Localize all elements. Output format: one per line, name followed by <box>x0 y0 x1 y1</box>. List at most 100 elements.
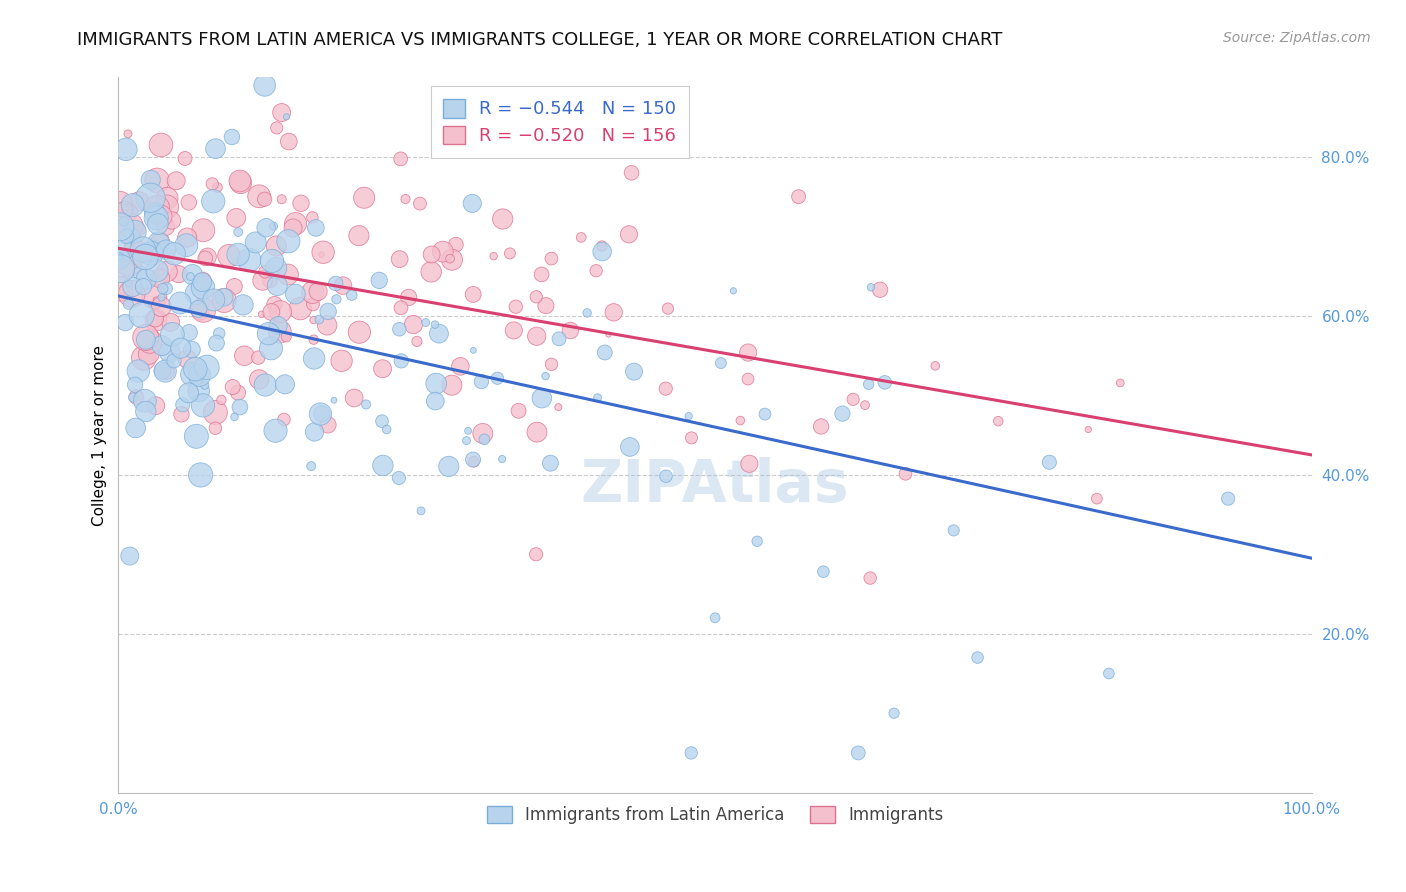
Point <box>149 235 172 249</box>
Point <box>299 459 322 474</box>
Point <box>145 313 167 327</box>
Point <box>389 354 412 368</box>
Point <box>184 362 207 376</box>
Point <box>191 398 214 412</box>
Point <box>146 217 169 231</box>
Point <box>491 452 513 467</box>
Point <box>114 202 136 217</box>
Point <box>190 304 212 318</box>
Point <box>375 422 398 436</box>
Point <box>354 397 377 411</box>
Point <box>530 268 553 282</box>
Point <box>402 318 425 332</box>
Point <box>420 265 443 279</box>
Point <box>169 296 191 310</box>
Point <box>191 274 214 288</box>
Point <box>471 426 494 441</box>
Point <box>263 297 285 311</box>
Point <box>150 291 173 305</box>
Point <box>846 746 869 760</box>
Point <box>586 391 609 405</box>
Point <box>155 364 177 378</box>
Point <box>353 191 375 205</box>
Point <box>398 290 420 304</box>
Point <box>457 424 479 438</box>
Point <box>678 409 700 424</box>
Point <box>128 194 150 209</box>
Point <box>194 252 217 266</box>
Point <box>150 338 173 352</box>
Point <box>591 239 613 253</box>
Point <box>406 334 429 349</box>
Point <box>139 246 162 260</box>
Point <box>224 409 246 424</box>
Point <box>371 458 394 473</box>
Point <box>325 293 347 307</box>
Point <box>110 282 132 296</box>
Point <box>252 273 274 287</box>
Point <box>754 407 776 421</box>
Point <box>987 414 1010 428</box>
Point <box>118 256 141 270</box>
Point <box>163 353 186 368</box>
Point <box>266 239 288 253</box>
Point <box>440 252 463 267</box>
Point <box>208 326 231 341</box>
Point <box>738 457 761 471</box>
Point <box>124 377 146 392</box>
Point <box>534 369 557 384</box>
Point <box>302 313 325 327</box>
Point <box>681 746 703 760</box>
Point <box>1085 491 1108 506</box>
Point <box>311 407 333 421</box>
Point <box>325 277 347 291</box>
Legend: Immigrants from Latin America, Immigrants: Immigrants from Latin America, Immigrant… <box>477 797 953 834</box>
Point <box>681 431 703 445</box>
Point <box>139 334 162 349</box>
Point <box>470 375 492 389</box>
Point <box>330 353 353 368</box>
Point <box>273 412 295 426</box>
Point <box>463 287 485 301</box>
Point <box>121 235 143 249</box>
Point <box>120 219 142 233</box>
Point <box>118 549 141 563</box>
Point <box>260 342 283 356</box>
Point <box>284 287 307 301</box>
Point <box>218 249 240 263</box>
Point <box>266 278 288 293</box>
Point <box>194 378 217 392</box>
Point <box>204 405 226 419</box>
Point <box>207 180 229 194</box>
Point <box>143 311 166 326</box>
Point <box>148 235 170 250</box>
Point <box>305 220 328 235</box>
Point <box>423 318 446 332</box>
Point <box>125 245 148 260</box>
Point <box>170 407 193 421</box>
Point <box>617 227 640 242</box>
Point <box>177 195 200 210</box>
Point <box>253 192 276 206</box>
Point <box>132 279 155 293</box>
Point <box>277 234 299 248</box>
Point <box>267 318 290 333</box>
Point <box>225 211 247 225</box>
Point <box>312 245 335 260</box>
Point <box>110 261 132 276</box>
Point <box>409 504 432 518</box>
Point <box>524 290 547 304</box>
Point <box>787 189 810 203</box>
Point <box>179 269 201 284</box>
Point <box>253 191 276 205</box>
Point <box>202 194 225 209</box>
Point <box>129 266 152 280</box>
Point <box>176 238 198 252</box>
Point <box>623 365 645 379</box>
Point <box>461 452 484 467</box>
Point <box>165 174 187 188</box>
Point <box>167 267 190 281</box>
Point <box>810 419 832 434</box>
Point <box>420 247 443 261</box>
Point <box>115 142 138 156</box>
